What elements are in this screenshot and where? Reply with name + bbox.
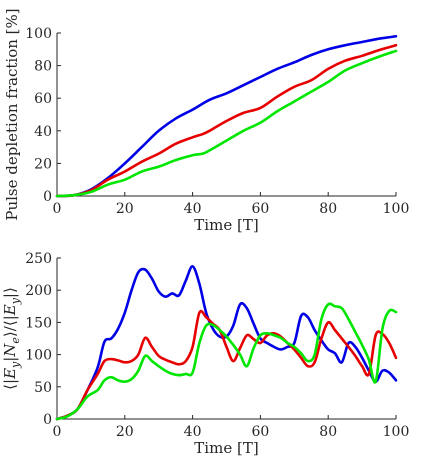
y-tick-label: 80: [34, 59, 52, 75]
x-tick-label: 40: [184, 201, 202, 217]
x-tick-label: 60: [251, 424, 269, 440]
x-axis-label: Time [T]: [194, 216, 258, 234]
y-axis-label: Pulse depletion fraction [%]: [3, 8, 21, 220]
y-tick-label: 150: [25, 315, 52, 331]
y-tick-label: 20: [34, 156, 52, 172]
x-tick-label: 20: [116, 424, 134, 440]
series-red-line: [55, 309, 398, 421]
x-tick-label: 80: [319, 201, 337, 217]
y-tick-label: 0: [43, 189, 52, 205]
series-green-line: [55, 302, 398, 421]
y-tick-label: 100: [25, 348, 52, 364]
x-tick-label: 40: [184, 424, 202, 440]
series-blue-line: [55, 34, 398, 198]
x-tick-label: 0: [53, 424, 62, 440]
x-tick-label: 80: [319, 424, 337, 440]
chart-top-pulse-depletion: 0 20 40 60 80 100 0 20 40 60 80 100 Time [T] Pulse de…: [3, 8, 409, 234]
y-tick-label: 0: [43, 412, 52, 428]
x-tick-label: 0: [53, 201, 62, 217]
series-blue-line: [55, 265, 398, 421]
y-axis-label: ⟨|Ey​|Ne​⟩/⟨|Ey​|⟩: [1, 287, 22, 390]
chart-bottom-field-ratio: 0 20 40 60 80 100 0 50 100 150 200 250 Time [T] ⟨|Ey​…: [1, 251, 409, 457]
x-tick-label: 100: [383, 201, 410, 217]
y-tick-label: 60: [34, 91, 52, 107]
x-axis-label: Time [T]: [194, 439, 258, 457]
y-tick-label: 50: [34, 380, 52, 396]
y-tick-label: 100: [25, 26, 52, 42]
x-tick-label: 60: [251, 201, 269, 217]
series-red-line: [55, 43, 398, 198]
y-tick-label: 40: [34, 124, 52, 140]
y-tick-label: 250: [25, 251, 52, 267]
y-tick-label: 200: [25, 283, 52, 299]
x-tick-label: 20: [116, 201, 134, 217]
x-tick-label: 100: [383, 424, 410, 440]
series-green-line: [55, 49, 398, 198]
